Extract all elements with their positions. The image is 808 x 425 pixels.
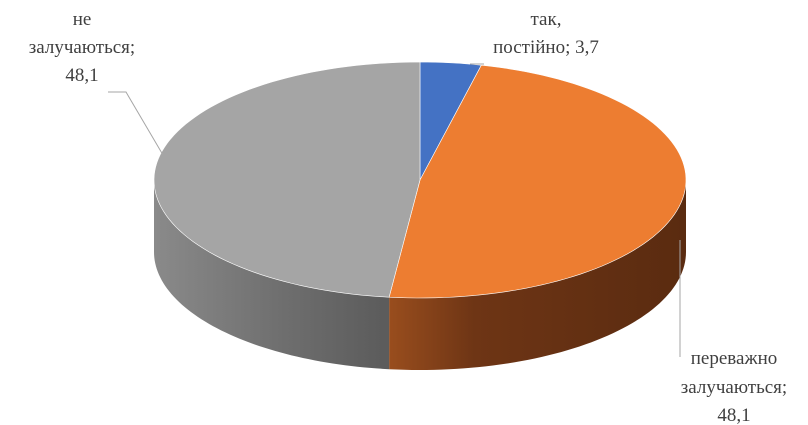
data-label-2-line-1: залучаються; [29,37,135,58]
pie-slice-0 [419,61,482,181]
data-label-1-line-1: залучаються; [681,377,787,398]
data-label-0: так, постійно; 3,7 [493,9,599,58]
data-label-2-line-2: 48,1 [65,65,98,86]
leader-line-2 [108,91,164,156]
data-label-2: не залучаються; 48,1 [29,9,135,86]
data-labels: так, постійно; 3,7 переважно залучаються; 48… [29,9,787,425]
pie-slice-2 [153,61,421,298]
leader-lines [108,63,681,357]
data-label-1: переважно залучаються; 48,1 [681,348,787,425]
pie-sides [154,180,686,370]
data-label-0-line-1: постійно; 3,7 [493,37,599,58]
pie-slice-side-1 [389,180,686,370]
data-label-1-line-0: переважно [691,348,777,369]
data-label-2-line-0: не [73,9,92,30]
pie-slice-side-2 [154,180,390,370]
data-label-0-line-0: так, [531,9,562,30]
pie-slice-1 [388,64,687,299]
pie-tops [153,61,687,299]
data-label-1-line-2: 48,1 [717,405,750,425]
